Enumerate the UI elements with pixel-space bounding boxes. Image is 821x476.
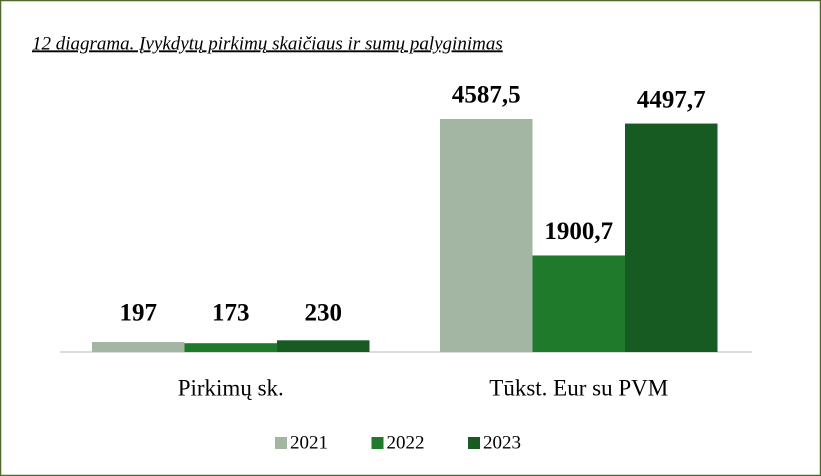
x-tick-label: Tūkst. Eur su PVM [489,375,668,400]
legend-swatch [468,437,480,449]
bar [277,340,370,352]
legend-label: 2022 [387,432,425,453]
legend-swatch [275,437,287,449]
bar [184,343,277,352]
value-label: 4587,5 [452,82,521,109]
bar [92,341,185,352]
value-label: 4497,7 [637,86,706,113]
value-label: 1900,7 [544,218,613,245]
legend-label: 2023 [483,432,521,453]
bar [532,255,625,352]
x-tick-label: Pirkimų sk. [178,375,284,400]
bar [440,119,533,352]
legend-swatch [371,437,384,449]
value-label: 197 [120,300,158,327]
value-label: 173 [212,300,250,327]
bar [625,123,718,352]
chart-title: 12 diagrama. Įvykdytų pirkimų skaičiaus … [32,33,503,54]
value-label: 230 [305,300,343,327]
legend-label: 2021 [290,432,328,453]
